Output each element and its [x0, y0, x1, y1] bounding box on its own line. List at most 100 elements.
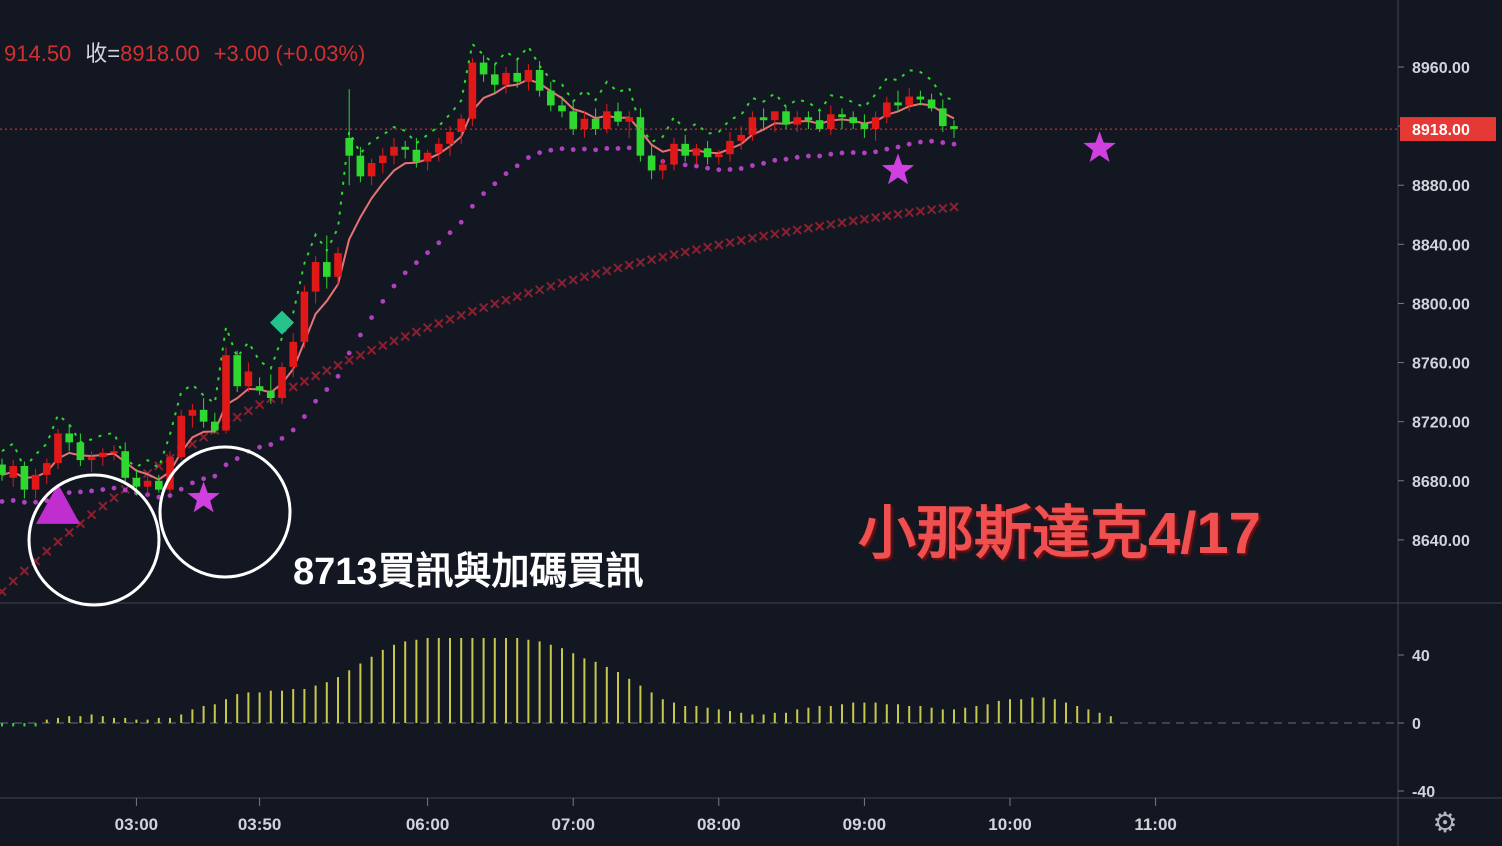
candle-body — [491, 74, 499, 85]
trend-dot — [380, 298, 386, 304]
candle-body — [54, 433, 62, 464]
slow-ma-cross — [792, 225, 802, 235]
trend-dot — [828, 151, 834, 157]
slow-ma-cross — [758, 231, 769, 241]
candle-body — [625, 117, 633, 122]
candle-body — [155, 480, 163, 490]
time-tick-label: 09:00 — [843, 815, 886, 834]
slow-ma-cross — [893, 209, 903, 219]
time-tick-label: 03:00 — [115, 815, 158, 834]
candle-body — [535, 69, 544, 91]
diamond-marker — [270, 310, 294, 335]
slow-ma-cross — [534, 284, 545, 295]
trend-dot — [167, 493, 173, 498]
candle-body — [883, 102, 891, 118]
slow-ma-cross — [98, 501, 108, 511]
trend-dot — [895, 144, 901, 150]
trend-dot — [324, 387, 330, 392]
trend-dot — [447, 230, 453, 236]
slow-ma-cross — [232, 412, 242, 422]
trend-dot — [358, 332, 363, 338]
trend-dot — [548, 147, 554, 153]
candle-body — [9, 466, 17, 478]
slow-ma-cross — [400, 331, 410, 342]
time-axis: 03:00 03:50 06:00 07:00 08:00 09:00 10:00 11:00 — [115, 798, 1177, 834]
slow-ma-cross — [814, 221, 825, 231]
trend-dot — [313, 398, 318, 404]
slow-ma-cross — [254, 399, 265, 410]
slow-ma-cross — [747, 233, 758, 243]
trend-dot — [570, 147, 576, 152]
candle-body — [0, 464, 6, 475]
trend-dot — [279, 435, 285, 441]
time-tick-label: 07:00 — [551, 815, 594, 834]
candle-body — [558, 105, 566, 112]
candle-body — [457, 118, 465, 133]
candle-body — [401, 146, 409, 150]
candle-body — [334, 253, 342, 277]
trend-dot — [212, 473, 218, 479]
slow-ma-cross — [904, 208, 914, 218]
candle-body — [927, 99, 936, 109]
gear-icon[interactable]: ⚙ — [1432, 807, 1458, 838]
slow-ma-cross — [8, 576, 18, 586]
candle-body — [143, 480, 152, 487]
stop-line — [1, 41, 955, 471]
trend-dot — [526, 155, 531, 160]
candle-body — [132, 477, 141, 487]
trend-dot — [436, 240, 442, 246]
trend-dot — [178, 486, 184, 492]
trend-dot — [817, 153, 822, 159]
trend-dot — [503, 171, 509, 177]
price-tick-label: 8720.00 — [1412, 415, 1470, 432]
trend-dot — [604, 146, 610, 151]
slow-ma-cross — [781, 227, 791, 237]
trend-dot — [951, 141, 957, 147]
candle-body — [199, 409, 208, 422]
time-tick-label: 10:00 — [988, 815, 1031, 834]
trend-dot — [492, 181, 498, 187]
candle-body — [771, 111, 779, 121]
trend-dot — [22, 499, 27, 505]
trend-dot — [369, 315, 374, 320]
candle-body — [300, 291, 309, 342]
price-tick-label: 8760.00 — [1412, 356, 1470, 373]
candle-body — [939, 108, 947, 127]
candle-body — [311, 262, 320, 292]
slow-ma-cross — [882, 211, 892, 221]
candle-body — [479, 62, 488, 75]
trend-dot — [391, 283, 397, 289]
slow-ma-cross — [837, 217, 847, 228]
candle-body — [20, 466, 29, 490]
candle-body — [121, 451, 129, 478]
candle-body — [412, 149, 421, 162]
trend-dot — [626, 145, 632, 151]
trend-dot — [335, 373, 341, 379]
trend-dot — [0, 499, 5, 504]
star-marker — [1083, 131, 1116, 163]
candle-body — [356, 155, 365, 177]
candle-body — [782, 111, 790, 125]
slow-ma-cross — [848, 216, 858, 226]
candle-body — [267, 390, 275, 399]
trend-dot — [290, 427, 296, 433]
slow-ma-cross — [86, 510, 97, 520]
candle-body — [726, 140, 734, 155]
slow-ma-cross — [691, 244, 702, 255]
candle-body — [659, 164, 667, 171]
close-label: 收= — [85, 41, 121, 66]
trend-dot — [470, 203, 475, 209]
slow-ma-cross — [243, 406, 254, 416]
trend-dot — [257, 444, 262, 450]
slow-ma-cross — [915, 206, 926, 216]
open-value: 914.50 — [4, 41, 72, 66]
trend-dot — [302, 414, 307, 419]
slow-ma-cross — [870, 212, 881, 223]
trend-dot — [593, 147, 598, 153]
star-marker — [187, 481, 220, 513]
volume-tick-label: -40 — [1412, 784, 1435, 801]
slow-ma-cross — [411, 327, 422, 337]
candle-body — [502, 72, 510, 85]
candle-body — [255, 386, 264, 391]
candle-body — [804, 117, 813, 121]
